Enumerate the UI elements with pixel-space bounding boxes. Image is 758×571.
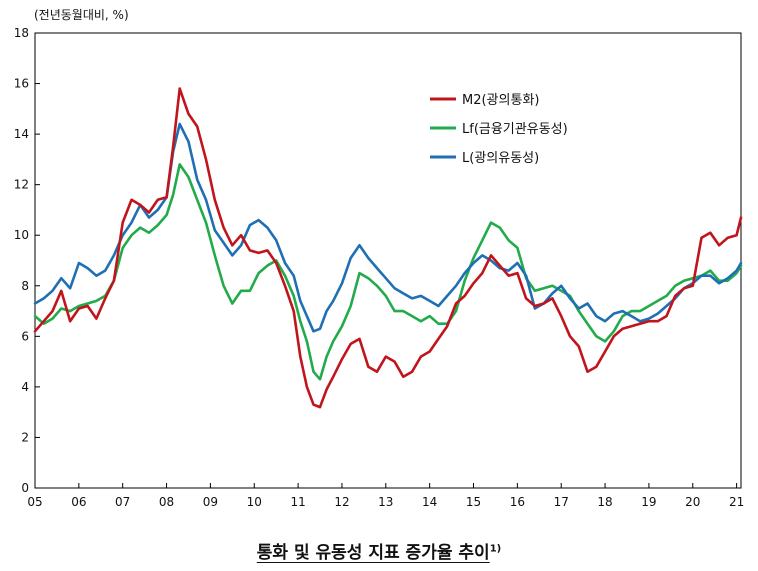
- caption-footnote: 1): [489, 543, 502, 555]
- plot-frame: [34, 32, 742, 489]
- legend: M2(광의통화) Lf(금융기관유동성) L(광의유동성): [430, 93, 568, 166]
- x-tick-label: 12: [334, 495, 349, 509]
- x-tick-label: 10: [247, 495, 262, 509]
- series-line-Lf: [33, 163, 743, 381]
- x-tick-label: 20: [685, 495, 700, 509]
- y-tick-label: 12: [14, 178, 29, 192]
- y-tick-label: 10: [14, 228, 29, 242]
- legend-label-M2: M2(광의통화): [462, 93, 539, 108]
- x-tick-label: 11: [290, 495, 305, 509]
- y-tick-label: 8: [21, 279, 29, 293]
- legend-label-Lf: Lf(금융기관유동성): [462, 122, 568, 137]
- y-tick-label: 18: [14, 26, 29, 40]
- y-tick-label: 14: [14, 127, 29, 141]
- x-tick-label: 08: [159, 495, 174, 509]
- caption-text: 통화 및 유동성 지표 증가율 추이: [256, 543, 490, 563]
- x-tick-label: 05: [27, 495, 42, 509]
- x-tick-label: 18: [597, 495, 612, 509]
- series-lines: [33, 87, 743, 409]
- y-axis: 0 2 4 6 8 10 12 14 16 18: [14, 26, 40, 495]
- x-tick-label: 15: [466, 495, 481, 509]
- x-tick-label: 19: [641, 495, 656, 509]
- y-tick-label: 6: [21, 329, 29, 343]
- series-line-L: [33, 122, 743, 333]
- x-tick-label: 21: [729, 495, 744, 509]
- x-tick-label: 16: [510, 495, 525, 509]
- unit-label: (전년동월대비, %): [34, 8, 129, 22]
- x-tick-label: 09: [203, 495, 218, 509]
- x-tick-label: 14: [422, 495, 437, 509]
- y-tick-label: 2: [21, 430, 29, 444]
- series-line-M2: [33, 87, 743, 409]
- legend-label-L: L(광의유동성): [462, 151, 539, 166]
- x-axis: 05 06 07 08 09 10 11 12 13 14 15 16 17 18 19 20 21: [27, 483, 744, 509]
- x-tick-label: 06: [71, 495, 86, 509]
- y-tick-label: 16: [14, 77, 29, 91]
- y-tick-label: 4: [21, 380, 29, 394]
- chart-caption: 통화 및 유동성 지표 증가율 추이1): [0, 538, 758, 563]
- x-tick-label: 17: [554, 495, 569, 509]
- y-tick-label: 0: [21, 481, 29, 495]
- x-tick-label: 07: [115, 495, 130, 509]
- x-tick-label: 13: [378, 495, 393, 509]
